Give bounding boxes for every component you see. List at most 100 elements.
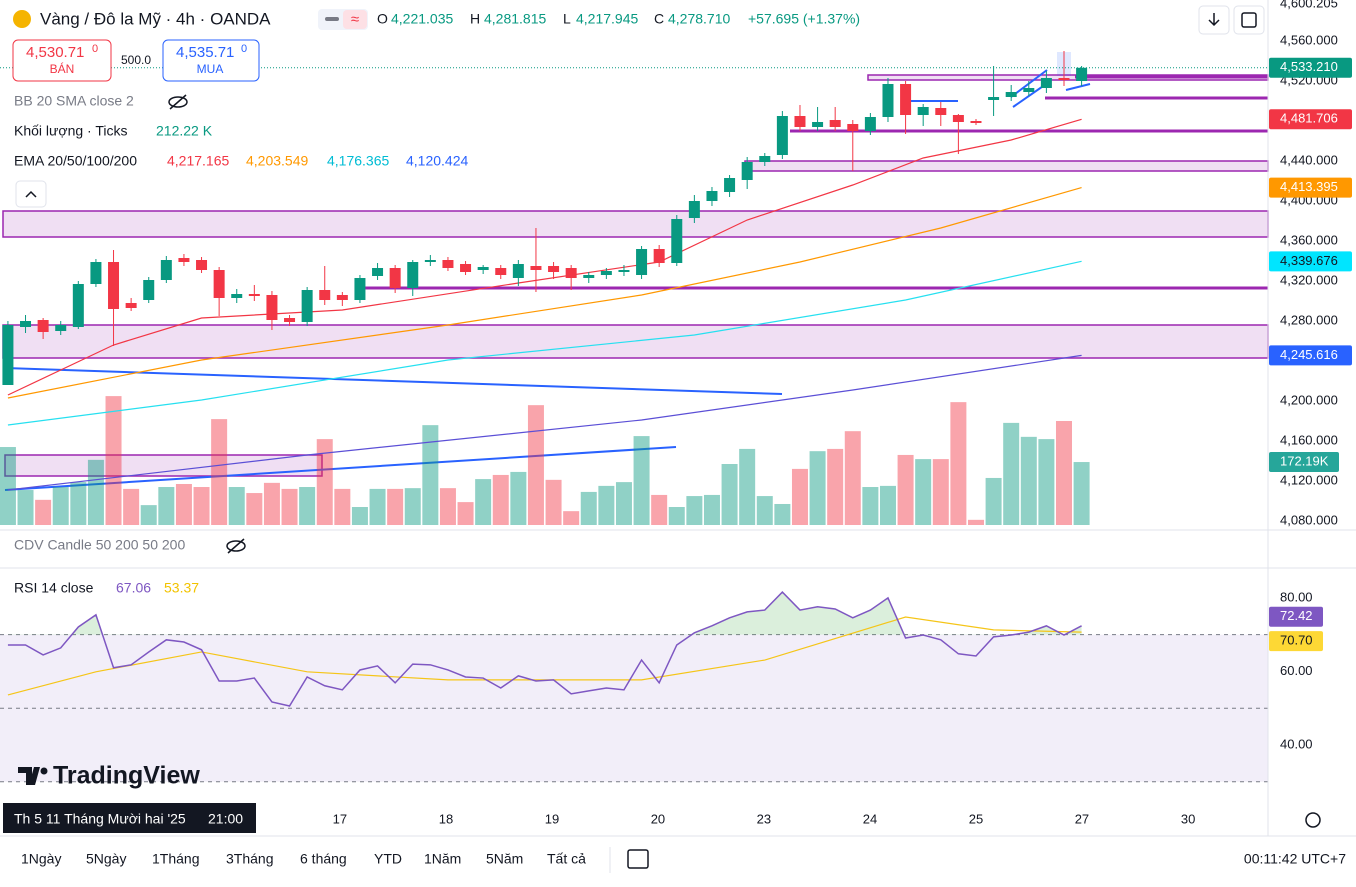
volume-bar — [915, 459, 932, 525]
x-tick-label: 24 — [863, 811, 877, 826]
ohlc-value: 4,278.710 — [668, 11, 730, 27]
y-tick-label: 4,560.000 — [1280, 32, 1338, 47]
price-badge-label: 4,533.210 — [1280, 59, 1338, 74]
volume-bar — [633, 436, 650, 525]
x-tick-label: 18 — [439, 811, 453, 826]
icon — [1241, 12, 1257, 28]
candle-body — [706, 191, 718, 201]
indicator-title[interactable]: RSI 14 close — [14, 580, 94, 596]
volume-bar — [439, 488, 456, 525]
y-tick-label: 80.00 — [1280, 589, 1313, 604]
indicator-title[interactable]: EMA 20/50/100/200 — [14, 153, 137, 169]
candle-body — [688, 201, 700, 218]
hidden-icon[interactable] — [168, 96, 188, 108]
ohlc-value: 4,281.815 — [484, 11, 546, 27]
ohlc-value: 4,221.035 — [391, 11, 453, 27]
indicator-value: 53.37 — [164, 580, 199, 596]
sell-sup: 0 — [92, 43, 98, 55]
range-button[interactable]: 1Ngày — [21, 851, 61, 867]
range-button[interactable]: 3Tháng — [226, 851, 273, 867]
rsi-badge-label: 72.42 — [1280, 608, 1313, 623]
volume-bar — [175, 483, 192, 525]
candle-body — [20, 321, 32, 327]
symbol-icon — [13, 10, 31, 28]
candle-body — [724, 178, 736, 192]
range-button[interactable]: 5Ngày — [86, 851, 126, 867]
volume-bar — [422, 425, 439, 525]
price-badge-label: 4,245.616 — [1280, 347, 1338, 362]
candle-body — [548, 266, 560, 272]
candle-body — [248, 294, 260, 296]
candle-body — [512, 264, 524, 278]
candle-body — [988, 97, 1000, 100]
candle-body — [600, 271, 612, 275]
candle-body — [354, 278, 366, 300]
volume-badge-label: 172.19K — [1280, 453, 1329, 468]
sell-label: BÁN — [50, 61, 75, 76]
volume-bar — [334, 488, 351, 525]
symbol[interactable]: Vàng / Đô la Mỹ · 4h · OANDA — [40, 9, 271, 28]
buy-price: 4,535.71 — [176, 44, 234, 61]
volume-bar — [457, 502, 474, 525]
rsi-badge — [1269, 606, 1323, 627]
volume-bar — [651, 494, 668, 525]
candle-body — [776, 116, 788, 155]
rsi-badge — [1269, 631, 1323, 652]
candle-body — [1058, 78, 1070, 80]
volume-bar — [351, 507, 368, 525]
icon — [1208, 13, 1220, 27]
volume-bar — [686, 496, 703, 525]
buy-button[interactable] — [162, 39, 260, 82]
ohlc-key: L — [563, 11, 571, 27]
volume-bar — [844, 431, 861, 525]
indicator-value: 67.06 — [116, 580, 151, 596]
volume-bar — [17, 490, 34, 525]
volume-bar — [756, 496, 773, 525]
candle-body — [372, 268, 384, 276]
candle-body — [495, 268, 507, 275]
volume-badge — [1269, 452, 1339, 473]
ohlc-key: O — [377, 11, 388, 27]
range-button[interactable]: YTD — [374, 851, 402, 867]
volume-bar — [404, 488, 421, 525]
indicator-title[interactable]: Khối lượng · Ticks — [14, 123, 127, 139]
candle-body — [636, 249, 648, 275]
icon — [25, 190, 37, 198]
range-button[interactable]: 1Tháng — [152, 851, 199, 867]
trendline — [1065, 83, 1091, 91]
range-button[interactable]: 6 tháng — [300, 851, 347, 867]
volume-bar — [0, 447, 16, 525]
candle-body — [847, 124, 859, 131]
candle-body — [336, 295, 348, 300]
volume-bar — [211, 419, 228, 525]
indicator-title[interactable]: CDV Candle 50 200 50 200 — [14, 537, 185, 553]
fullscreen-button[interactable] — [1233, 5, 1265, 35]
range-button[interactable]: 1Năm — [424, 851, 461, 867]
rsi-overbought-fill — [7, 592, 1082, 635]
hidden-icon[interactable] — [226, 540, 246, 552]
volume-bar — [580, 491, 597, 525]
collapse-button[interactable] — [15, 180, 47, 208]
candle-body — [460, 264, 472, 272]
calendar-button[interactable] — [627, 849, 649, 869]
spread: 500.0 — [121, 53, 151, 67]
price-badge — [1269, 109, 1352, 130]
x-tick-label: 27 — [1075, 811, 1089, 826]
indicator-title[interactable]: BB 20 SMA close 2 — [14, 93, 134, 109]
volume-bar — [791, 468, 808, 525]
candle-body — [900, 84, 912, 115]
ema-line — [7, 187, 1082, 399]
change: +57.695 (+1.37%) — [748, 11, 860, 27]
candle-body — [125, 303, 137, 308]
x-tick-label: 20 — [651, 811, 665, 826]
icon: ≈ — [351, 11, 359, 28]
volume-bar — [70, 482, 87, 525]
candle-body — [301, 290, 313, 322]
candle-body — [1005, 92, 1017, 97]
range-button[interactable]: 5Năm — [486, 851, 523, 867]
sell-button[interactable] — [12, 39, 112, 82]
range-button[interactable]: Tất cả — [547, 851, 586, 867]
settings-icon[interactable] — [1305, 812, 1321, 828]
candle-body — [284, 318, 296, 322]
